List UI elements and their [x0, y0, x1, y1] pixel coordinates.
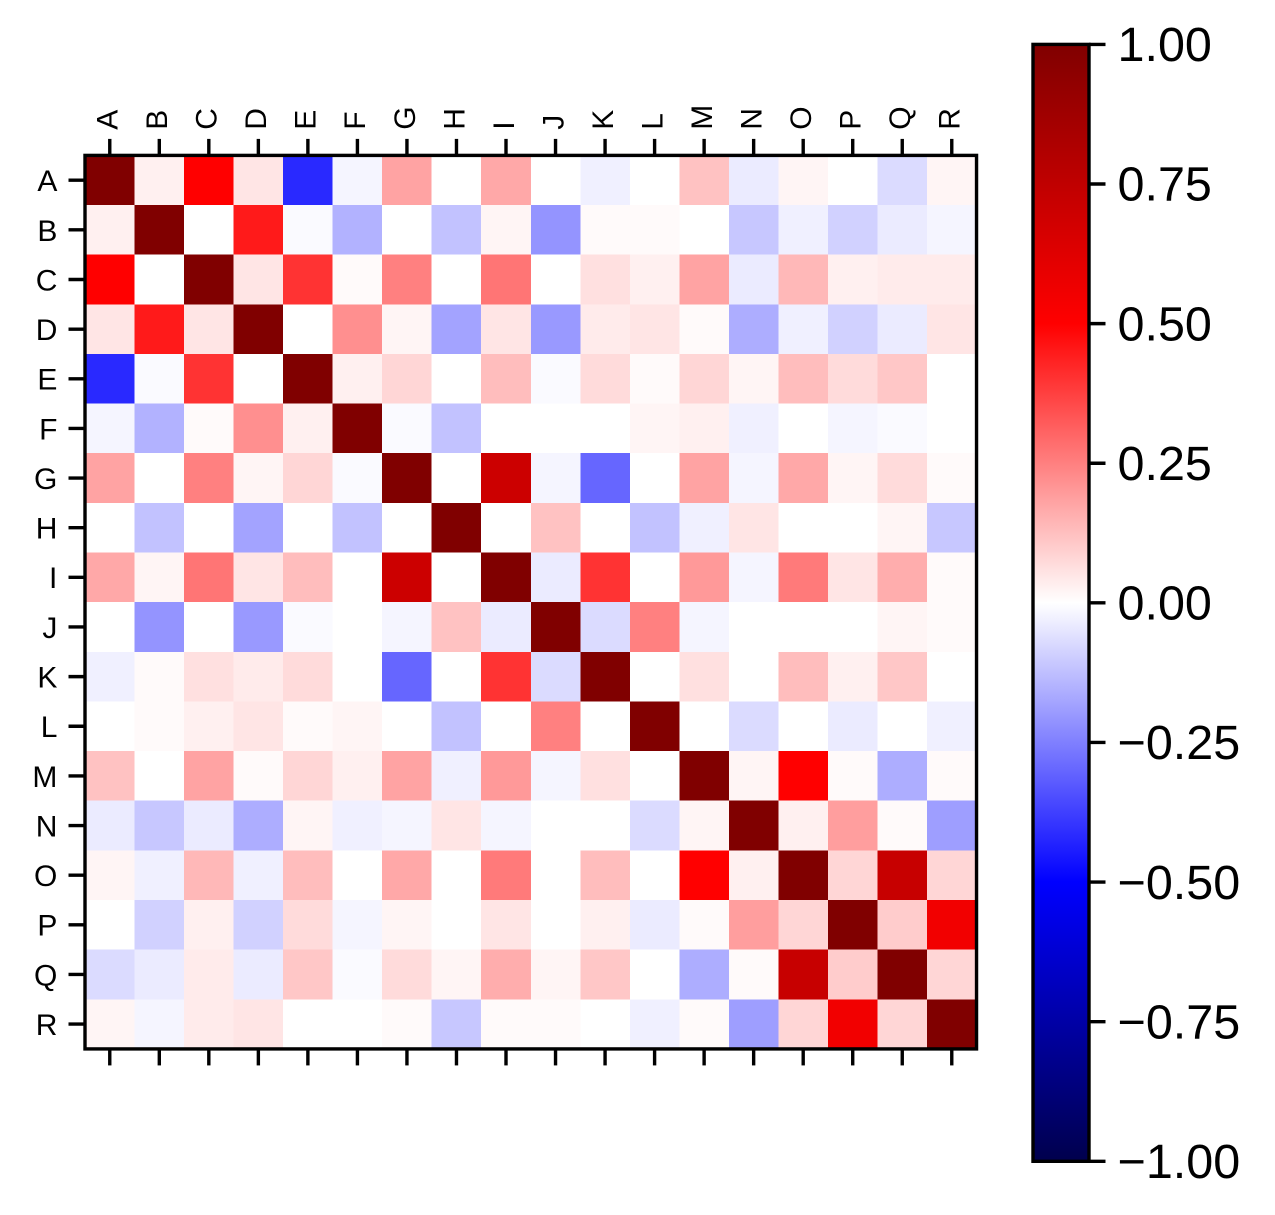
svg-text:−0.50: −0.50 — [1118, 856, 1241, 910]
svg-text:M: M — [686, 105, 719, 130]
svg-text:J: J — [42, 612, 57, 645]
svg-text:1.00: 1.00 — [1118, 18, 1212, 72]
svg-text:J: J — [537, 115, 570, 130]
svg-text:H: H — [438, 108, 471, 130]
svg-text:F: F — [39, 413, 57, 446]
svg-text:O: O — [785, 106, 818, 129]
svg-text:E: E — [37, 364, 57, 397]
svg-text:Q: Q — [884, 106, 917, 129]
svg-text:M: M — [32, 761, 57, 794]
svg-text:0.00: 0.00 — [1118, 577, 1212, 631]
svg-text:L: L — [636, 113, 669, 130]
svg-text:D: D — [36, 314, 58, 347]
svg-text:Q: Q — [34, 959, 57, 992]
svg-text:E: E — [290, 110, 323, 130]
svg-text:H: H — [36, 513, 58, 546]
svg-text:I: I — [49, 562, 57, 595]
svg-text:N: N — [735, 108, 768, 130]
svg-text:A: A — [37, 165, 57, 198]
svg-text:D: D — [240, 108, 273, 130]
svg-text:N: N — [36, 810, 58, 843]
svg-text:I: I — [488, 121, 521, 129]
svg-text:−0.25: −0.25 — [1118, 716, 1241, 770]
svg-text:G: G — [34, 463, 57, 496]
svg-text:F: F — [339, 111, 372, 129]
svg-text:B: B — [141, 110, 174, 130]
svg-text:P: P — [37, 910, 57, 943]
svg-text:R: R — [36, 1009, 58, 1042]
svg-text:K: K — [37, 662, 57, 695]
svg-text:B: B — [37, 215, 57, 248]
svg-text:−1.00: −1.00 — [1118, 1135, 1241, 1189]
svg-text:G: G — [389, 106, 422, 129]
svg-text:C: C — [36, 264, 58, 297]
svg-text:−0.75: −0.75 — [1118, 995, 1241, 1049]
svg-text:R: R — [934, 108, 967, 130]
svg-text:0.25: 0.25 — [1118, 437, 1212, 491]
svg-text:P: P — [835, 110, 868, 130]
svg-text:K: K — [587, 110, 620, 130]
svg-text:0.75: 0.75 — [1118, 158, 1212, 212]
svg-text:A: A — [92, 110, 125, 130]
svg-text:O: O — [34, 860, 57, 893]
svg-text:L: L — [41, 711, 58, 744]
svg-text:0.50: 0.50 — [1118, 297, 1212, 351]
svg-text:C: C — [191, 108, 224, 130]
